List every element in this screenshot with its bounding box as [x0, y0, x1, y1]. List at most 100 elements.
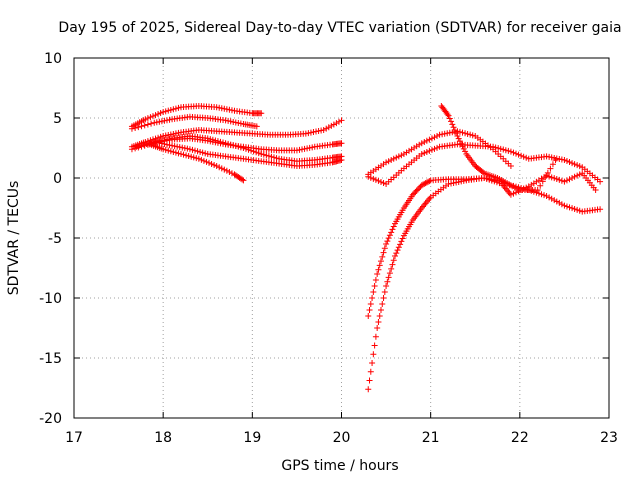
data-point — [507, 191, 514, 198]
data-point — [167, 131, 174, 138]
data-point — [184, 145, 191, 152]
data-point — [223, 167, 230, 174]
data-point — [518, 152, 525, 159]
data-point — [450, 124, 457, 131]
data-point — [495, 145, 502, 152]
data-point — [374, 325, 381, 331]
data-point — [163, 136, 170, 143]
y-tick-label: -15 — [39, 351, 62, 367]
x-tick-label: 21 — [422, 430, 440, 446]
data-point — [365, 313, 372, 319]
data-point — [330, 121, 337, 128]
data-point — [197, 148, 204, 155]
data-point — [237, 144, 244, 151]
data-point — [166, 135, 173, 142]
data-point — [142, 116, 149, 123]
data-point — [553, 176, 560, 183]
data-point — [181, 145, 188, 152]
data-point — [386, 232, 393, 239]
data-point — [318, 127, 325, 134]
data-point — [456, 138, 463, 145]
x-tick-label: 23 — [600, 430, 618, 446]
data-point — [328, 122, 335, 129]
data-point — [211, 161, 218, 168]
data-point — [543, 193, 550, 199]
data-point — [576, 171, 583, 178]
x-tick-label: 18 — [154, 430, 172, 446]
data-point — [418, 182, 425, 189]
data-point — [183, 152, 190, 159]
data-point — [151, 119, 158, 126]
data-point — [490, 143, 497, 150]
data-point — [421, 180, 428, 187]
data-point — [369, 359, 376, 366]
data-point — [520, 185, 527, 192]
data-point — [380, 179, 387, 186]
series-arc-4 — [128, 135, 345, 154]
data-point — [325, 124, 332, 131]
data-point — [541, 192, 548, 199]
data-point — [533, 189, 540, 196]
data-point — [390, 223, 397, 230]
data-point — [549, 161, 556, 168]
data-point — [422, 180, 429, 187]
data-point — [551, 175, 558, 182]
data-point — [556, 155, 563, 162]
data-point — [597, 178, 604, 185]
data-point — [451, 127, 458, 134]
data-point — [426, 136, 433, 143]
data-point — [214, 138, 221, 145]
data-point — [372, 333, 379, 340]
data-point — [393, 250, 400, 257]
data-point — [509, 183, 516, 190]
data-point — [395, 153, 402, 160]
data-point — [449, 121, 456, 128]
data-point — [268, 153, 275, 160]
data-point — [144, 121, 151, 128]
data-point — [135, 124, 142, 131]
data-point — [365, 173, 372, 180]
data-point — [574, 206, 581, 213]
data-point — [171, 143, 178, 150]
data-point — [230, 142, 237, 149]
data-point — [546, 153, 553, 160]
data-point — [369, 295, 376, 301]
data-point — [371, 342, 378, 349]
data-point — [375, 319, 382, 325]
data-point — [305, 130, 312, 137]
data-point — [365, 386, 372, 393]
data-point — [169, 142, 176, 149]
data-point — [376, 262, 383, 269]
data-point — [502, 147, 509, 154]
data-point — [505, 147, 512, 154]
data-point — [413, 187, 420, 194]
data-point — [543, 153, 550, 160]
data-point — [367, 368, 374, 375]
data-point — [230, 118, 237, 125]
data-point — [245, 146, 252, 153]
data-point — [428, 135, 435, 142]
data-point — [366, 307, 373, 313]
data-point — [226, 106, 233, 113]
data-point — [566, 176, 573, 183]
data-point — [179, 144, 186, 151]
data-point — [455, 135, 462, 142]
data-point — [534, 187, 541, 193]
data-point — [176, 144, 183, 151]
y-tick-label: 10 — [44, 51, 62, 67]
data-point — [153, 119, 160, 126]
data-point — [310, 129, 317, 136]
series-arc-9 — [365, 141, 604, 187]
data-point — [160, 109, 167, 115]
data-point — [513, 189, 520, 196]
data-point — [539, 178, 546, 185]
data-point — [148, 120, 155, 127]
data-point — [158, 140, 165, 147]
data-point — [313, 128, 320, 135]
data-point — [309, 144, 316, 151]
data-point — [213, 163, 220, 169]
data-point — [556, 176, 563, 183]
data-point — [338, 157, 345, 163]
data-point — [152, 112, 159, 119]
data-point — [397, 241, 404, 248]
